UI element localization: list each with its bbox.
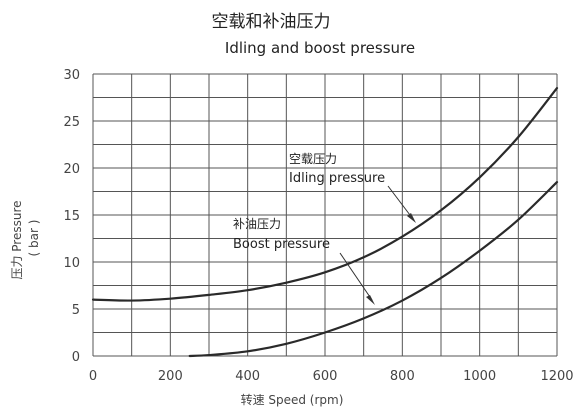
y-tick-label: 30 <box>63 68 80 83</box>
x-tick-label: 800 <box>390 369 415 384</box>
y-tick-label: 15 <box>63 209 80 224</box>
x-axis-ticks: 0 200 400 600 800 1000 1200 <box>89 369 574 384</box>
y-axis-label: 压力 Pressure <box>10 200 24 279</box>
chart-subtitle: Idling and boost pressure <box>225 39 415 57</box>
series-lines <box>91 87 559 358</box>
x-tick-label: 600 <box>313 369 338 384</box>
boost-label-en: Boost pressure <box>233 237 330 252</box>
chart-title: 空载和补油压力 <box>212 12 331 32</box>
boost-leader-line <box>339 252 373 301</box>
boost-pressure-line <box>188 181 559 358</box>
x-tick-label: 1000 <box>463 369 496 384</box>
y-axis-unit: ( bar ) <box>27 220 41 257</box>
y-tick-label: 20 <box>63 162 80 177</box>
y-tick-label: 25 <box>63 115 80 130</box>
x-tick-label: 200 <box>158 369 183 384</box>
y-tick-label: 5 <box>72 303 80 318</box>
x-tick-label: 1200 <box>540 369 573 384</box>
idling-pressure-line <box>91 87 559 302</box>
x-axis-label: 转速 Speed (rpm) <box>241 392 344 407</box>
boost-label-zh: 补油压力 <box>233 217 281 231</box>
idling-label-zh: 空载压力 <box>289 152 337 166</box>
y-tick-label: 0 <box>72 350 80 365</box>
idling-leader-line <box>387 185 414 220</box>
grid <box>92 73 558 357</box>
y-tick-label: 10 <box>63 256 80 271</box>
y-axis-ticks: 0 5 10 15 20 25 30 <box>63 68 80 365</box>
x-tick-label: 0 <box>89 369 97 384</box>
idling-leader-arrow <box>407 213 416 223</box>
idling-label-en: Idling pressure <box>289 171 385 186</box>
x-tick-label: 400 <box>235 369 260 384</box>
boost-leader-arrow <box>366 295 375 305</box>
